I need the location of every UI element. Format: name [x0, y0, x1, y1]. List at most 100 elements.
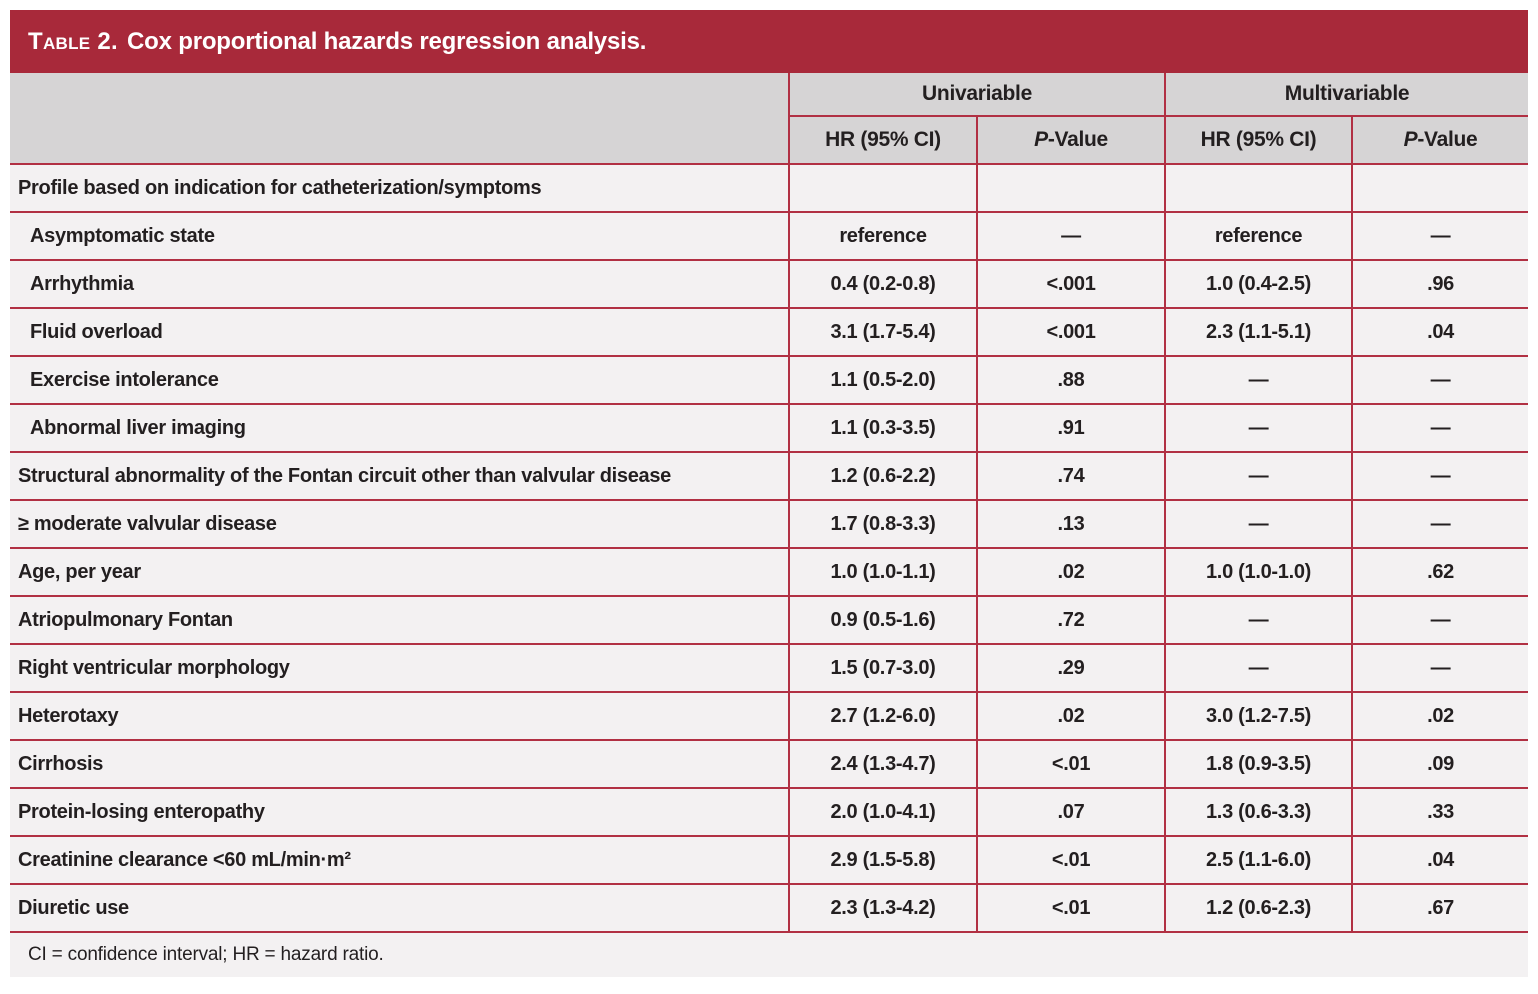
univariable-pvalue-cell: —	[975, 211, 1166, 260]
univariable-pvalue-cell: <.001	[975, 307, 1166, 356]
multivariable-hr-cell: 1.2 (0.6-2.3)	[1164, 883, 1353, 933]
multivariable-pvalue-cell: —	[1351, 643, 1529, 692]
row-label: Abnormal liver imaging	[10, 403, 789, 452]
row-label: Structural abnormality of the Fontan cir…	[10, 451, 789, 500]
univariable-hr-header: HR (95% CI)	[788, 116, 977, 165]
table-row: Exercise intolerance 1.1 (0.5-2.0) .88 —…	[10, 355, 1529, 404]
sub-header-row: HR (95% CI) P-Value HR (95% CI) P-Value	[10, 116, 1529, 165]
column-group-header-row: Univariable Multivariable	[10, 73, 1529, 165]
multivariable-pvalue-cell: —	[1351, 403, 1529, 452]
p-italic: P	[1403, 128, 1418, 151]
table-row: ≥ moderate valvular disease 1.7 (0.8-3.3…	[10, 499, 1529, 548]
row-label: Asymptomatic state	[10, 211, 789, 260]
table-title-bar: Table 2. Cox proportional hazards regres…	[10, 10, 1528, 73]
univariable-pvalue-cell: .07	[975, 787, 1166, 836]
multivariable-hr-cell: reference	[1164, 211, 1353, 260]
multivariable-pvalue-cell: —	[1351, 211, 1529, 260]
multivariable-pvalue-cell: —	[1351, 451, 1529, 500]
univariable-hr-cell: 1.0 (1.0-1.1)	[788, 547, 977, 596]
p-italic: P	[1034, 128, 1048, 151]
row-label: ≥ moderate valvular disease	[10, 499, 789, 548]
multivariable-hr-cell: 2.3 (1.1-5.1)	[1164, 307, 1353, 356]
multivariable-pvalue-cell: .67	[1351, 883, 1529, 933]
univariable-hr-cell	[788, 163, 977, 212]
univariable-hr-cell: 3.1 (1.7-5.4)	[788, 307, 977, 356]
multivariable-pvalue-cell: —	[1351, 499, 1529, 548]
row-label: Atriopulmonary Fontan	[10, 595, 789, 644]
row-label: Creatinine clearance <60 mL/min·m²	[10, 835, 789, 884]
univariable-pvalue-cell: .02	[975, 547, 1166, 596]
row-label: Protein-losing enteropathy	[10, 787, 789, 836]
table-row: Heterotaxy 2.7 (1.2-6.0) .02 3.0 (1.2-7.…	[10, 691, 1529, 740]
univariable-pvalue-cell: <.001	[975, 259, 1166, 308]
table-row: Creatinine clearance <60 mL/min·m² 2.9 (…	[10, 835, 1529, 884]
multivariable-hr-cell	[1164, 163, 1353, 212]
row-label: Heterotaxy	[10, 691, 789, 740]
multivariable-pvalue-cell: .04	[1351, 835, 1529, 884]
table-row: Diuretic use 2.3 (1.3-4.2) <.01 1.2 (0.6…	[10, 883, 1529, 933]
table-row: Abnormal liver imaging 1.1 (0.3-3.5) .91…	[10, 403, 1529, 452]
univariable-hr-cell: 2.9 (1.5-5.8)	[788, 835, 977, 884]
abbreviations-footnote: CI = confidence interval; HR = hazard ra…	[10, 933, 1528, 977]
multivariable-hr-cell: —	[1164, 643, 1353, 692]
multivariable-pvalue-cell: .62	[1351, 547, 1529, 596]
univariable-pvalue-cell: .29	[975, 643, 1166, 692]
univariable-hr-cell: 0.4 (0.2-0.8)	[788, 259, 977, 308]
univariable-pvalue-cell: .74	[975, 451, 1166, 500]
univariable-hr-cell: 1.7 (0.8-3.3)	[788, 499, 977, 548]
row-label: Profile based on indication for catheter…	[10, 163, 789, 212]
multivariable-pvalue-cell: .33	[1351, 787, 1529, 836]
multivariable-hr-cell: 1.3 (0.6-3.3)	[1164, 787, 1353, 836]
multivariable-hr-cell: —	[1164, 355, 1353, 404]
univariable-pvalue-cell: .02	[975, 691, 1166, 740]
univariable-hr-cell: 1.2 (0.6-2.2)	[788, 451, 977, 500]
table-row: Arrhythmia 0.4 (0.2-0.8) <.001 1.0 (0.4-…	[10, 259, 1529, 308]
univariable-hr-cell: reference	[788, 211, 977, 260]
row-label: Diuretic use	[10, 883, 789, 933]
table-row: Atriopulmonary Fontan 0.9 (0.5-1.6) .72 …	[10, 595, 1529, 644]
row-label: Age, per year	[10, 547, 789, 596]
multivariable-hr-cell: —	[1164, 499, 1353, 548]
multivariable-hr-cell: —	[1164, 451, 1353, 500]
univariable-pvalue-cell: <.01	[975, 835, 1166, 884]
row-label: Right ventricular morphology	[10, 643, 789, 692]
multivariable-hr-cell: 1.8 (0.9-3.5)	[1164, 739, 1353, 788]
table-row: Cirrhosis 2.4 (1.3-4.7) <.01 1.8 (0.9-3.…	[10, 739, 1529, 788]
multivariable-pvalue-header: P-Value	[1351, 116, 1529, 165]
table-row: Asymptomatic state reference — reference…	[10, 211, 1529, 260]
label-column-header	[10, 73, 789, 165]
univariable-pvalue-cell: <.01	[975, 739, 1166, 788]
multivariable-pvalue-cell: .02	[1351, 691, 1529, 740]
table-row: Protein-losing enteropathy 2.0 (1.0-4.1)…	[10, 787, 1529, 836]
table-row: Fluid overload 3.1 (1.7-5.4) <.001 2.3 (…	[10, 307, 1529, 356]
row-label: Arrhythmia	[10, 259, 789, 308]
multivariable-hr-cell: 1.0 (0.4-2.5)	[1164, 259, 1353, 308]
row-label: Fluid overload	[10, 307, 789, 356]
univariable-pvalue-cell: .88	[975, 355, 1166, 404]
univariable-pvalue-header: P-Value	[975, 116, 1166, 165]
univariable-pvalue-cell: <.01	[975, 883, 1166, 933]
multivariable-pvalue-cell: —	[1351, 595, 1529, 644]
multivariable-hr-cell: —	[1164, 403, 1353, 452]
multivariable-pvalue-cell: .96	[1351, 259, 1529, 308]
univariable-hr-cell: 1.1 (0.5-2.0)	[788, 355, 977, 404]
univariable-pvalue-cell	[975, 163, 1166, 212]
univariable-hr-cell: 0.9 (0.5-1.6)	[788, 595, 977, 644]
multivariable-hr-cell: 3.0 (1.2-7.5)	[1164, 691, 1353, 740]
multivariable-pvalue-cell: —	[1351, 355, 1529, 404]
p-rest: -Value	[1047, 128, 1108, 151]
multivariable-pvalue-cell: .09	[1351, 739, 1529, 788]
multivariable-hr-cell: —	[1164, 595, 1353, 644]
multivariable-pvalue-cell	[1351, 163, 1529, 212]
univariable-hr-cell: 1.1 (0.3-3.5)	[788, 403, 977, 452]
p-rest: -Value	[1417, 128, 1478, 151]
cox-regression-table: Univariable Multivariable HR (95% CI) P-…	[10, 73, 1529, 933]
univariable-hr-cell: 1.5 (0.7-3.0)	[788, 643, 977, 692]
univariable-group-header: Univariable	[787, 73, 1166, 117]
univariable-hr-cell: 2.0 (1.0-4.1)	[788, 787, 977, 836]
table-row: Right ventricular morphology 1.5 (0.7-3.…	[10, 643, 1529, 692]
row-label: Exercise intolerance	[10, 355, 789, 404]
table-row: Structural abnormality of the Fontan cir…	[10, 451, 1529, 500]
table-number: Table 2.	[28, 27, 119, 55]
multivariable-hr-cell: 2.5 (1.1-6.0)	[1164, 835, 1353, 884]
